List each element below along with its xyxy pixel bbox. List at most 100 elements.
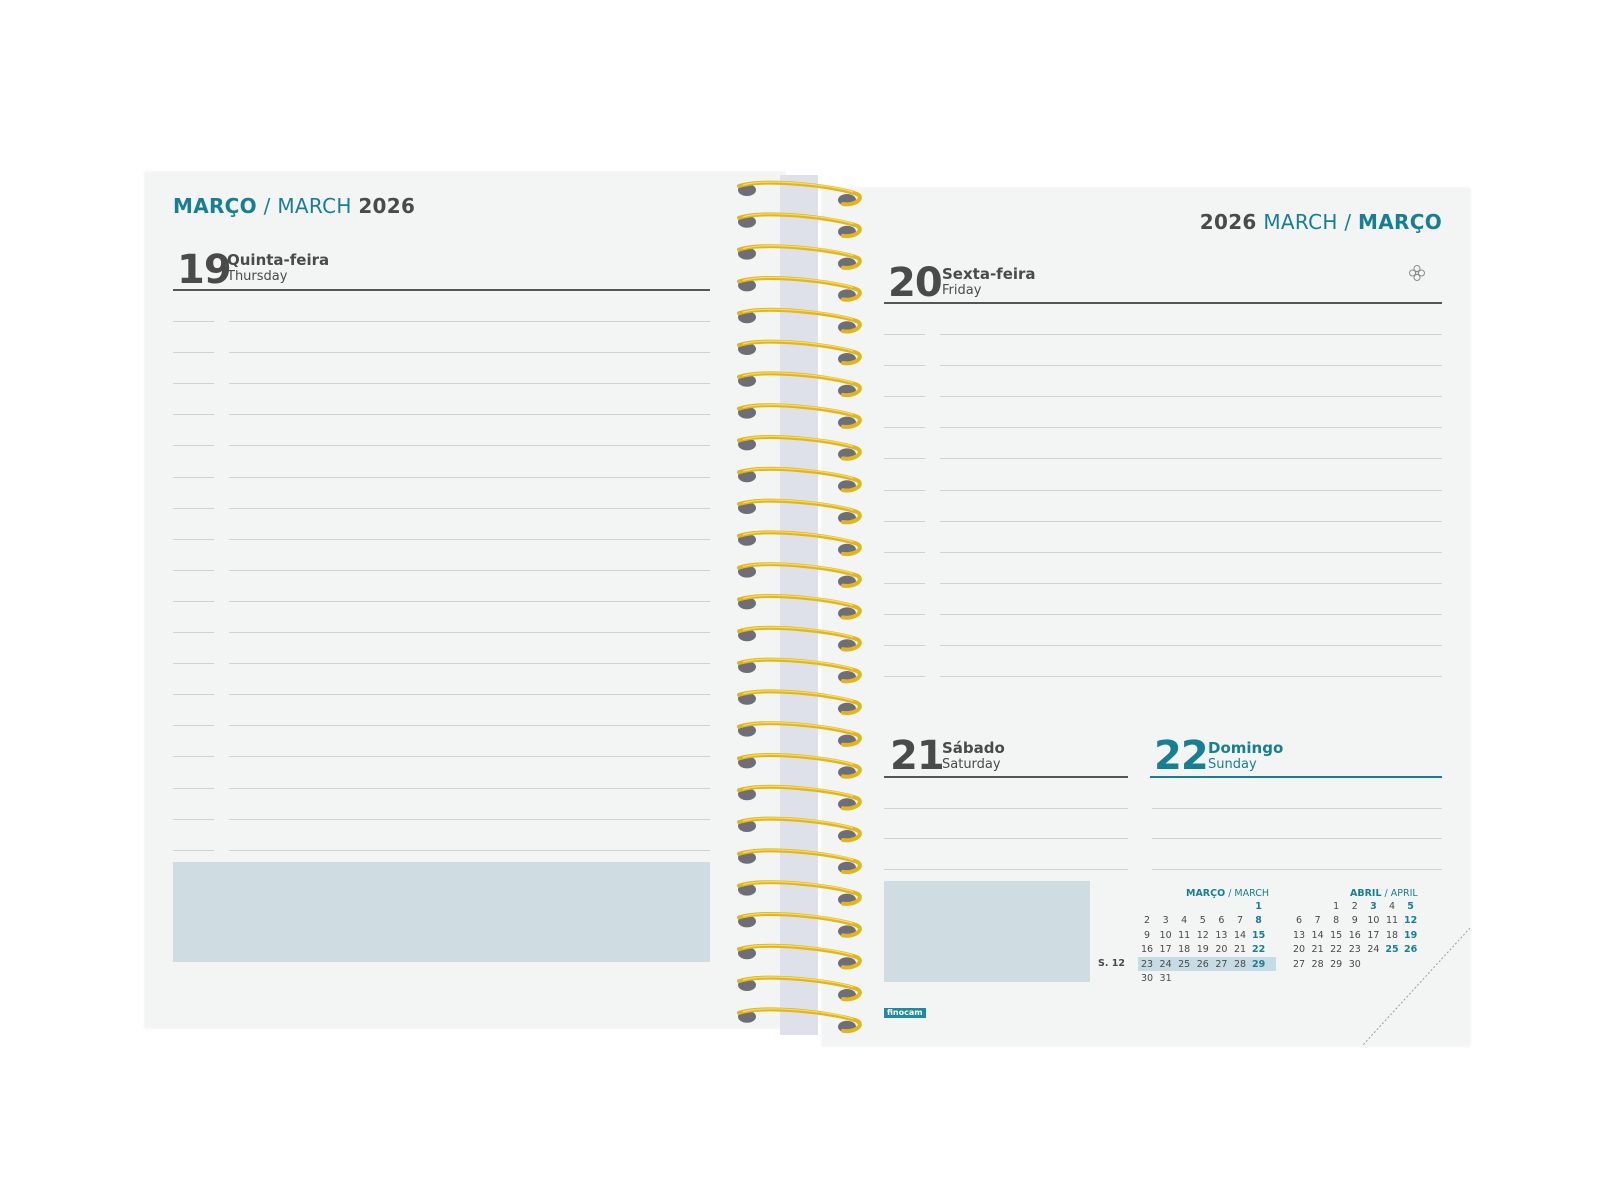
calendar-day: 29: [1330, 958, 1343, 970]
writing-line: [229, 818, 710, 820]
time-line: [173, 694, 214, 696]
flower-icon: [1409, 265, 1425, 281]
mini-calendar-title: ABRIL / APRIL: [1350, 888, 1418, 899]
writing-line: [229, 352, 710, 354]
calendar-day: 24: [1367, 944, 1380, 956]
calendar-day: 4: [1388, 901, 1396, 912]
month-pt: MARÇO: [1358, 210, 1442, 234]
day-rule: [173, 289, 710, 291]
calendar-day: 30: [1140, 973, 1154, 984]
writing-line: [940, 427, 1442, 429]
calendar-day: 7: [1236, 915, 1244, 927]
calendar-day: 6: [1218, 915, 1225, 927]
calendar-day: 20: [1215, 944, 1228, 956]
writing-line: [940, 645, 1442, 646]
time-line: [173, 569, 214, 571]
calendar-day: 11: [1385, 915, 1399, 927]
calendar-day: 13: [1292, 929, 1306, 941]
calendar-day: 22: [1330, 944, 1343, 956]
calendar-day: 29: [1251, 958, 1266, 970]
calendar-day: 3: [1370, 901, 1377, 912]
notes-box: [884, 881, 1090, 982]
time-line: [173, 756, 214, 758]
calendar-day: 9: [1351, 915, 1358, 927]
calendar-day: 12: [1403, 915, 1418, 927]
calendar-day: 3: [1162, 915, 1169, 927]
calendar-day: 23: [1140, 958, 1154, 970]
writing-line: [940, 551, 1442, 553]
writing-line: [940, 520, 1442, 522]
time-line: [173, 787, 214, 789]
writing-line: [884, 808, 1128, 809]
calendar-day: 10: [1367, 915, 1380, 927]
calendar-day: 16: [1140, 944, 1154, 956]
spiral-binding: [737, 175, 862, 1035]
calendar-day: 17: [1159, 944, 1172, 956]
notes-box: [173, 862, 710, 962]
calendar-day: 30: [1348, 958, 1361, 970]
day-22-rule: [1150, 776, 1442, 778]
left-page: MARÇO / MARCH 2026 19 Quinta-feira Thurs…: [145, 172, 785, 1028]
calendar-day: 28: [1233, 958, 1247, 970]
writing-line: [940, 613, 1442, 615]
writing-line: [229, 663, 710, 665]
writing-line: [229, 725, 710, 727]
day-name-pt: Domingo: [1208, 739, 1284, 757]
time-line: [884, 520, 925, 522]
current-week-highlight: [1138, 957, 1276, 971]
time-line: [884, 427, 925, 429]
time-line: [173, 352, 214, 354]
writing-line: [229, 445, 710, 447]
calendar-day: 6: [1295, 915, 1303, 927]
time-line: [884, 489, 925, 491]
time-line: [884, 365, 925, 367]
calendar-day: 4: [1181, 915, 1188, 927]
writing-line: [940, 582, 1442, 584]
calendar-day: 7: [1314, 915, 1321, 927]
day-number: 19: [177, 247, 232, 293]
writing-line: [1152, 869, 1442, 870]
time-line: [884, 396, 925, 398]
writing-line: [229, 756, 710, 758]
time-line: [884, 613, 925, 615]
writing-line: [940, 396, 1442, 398]
time-line: [884, 582, 925, 584]
calendar-day: 25: [1385, 944, 1399, 956]
calendar-day: 22: [1251, 944, 1266, 956]
calendar-day: 24: [1159, 958, 1172, 970]
day-name-en: Saturday: [942, 757, 1001, 772]
writing-line: [1152, 838, 1442, 839]
calendar-day: 26: [1196, 958, 1209, 970]
day-name-pt: Sábado: [942, 739, 1005, 757]
calendar-day: 21: [1311, 944, 1324, 956]
calendar-day: 12: [1196, 929, 1209, 941]
day-21-rule: [884, 776, 1128, 778]
year: 2026: [1199, 210, 1257, 234]
month-en: MARCH: [277, 194, 352, 218]
calendar-day: 17: [1367, 929, 1380, 941]
writing-line: [229, 632, 710, 633]
time-line: [173, 632, 214, 633]
time-line: [173, 383, 214, 385]
calendar-day: 27: [1292, 958, 1306, 970]
writing-line: [229, 321, 710, 322]
calendar-day: 11: [1178, 929, 1191, 941]
calendar-day: 21: [1233, 944, 1247, 956]
writing-line: [229, 538, 710, 540]
writing-line: [940, 458, 1442, 460]
calendar-day: 5: [1199, 915, 1206, 927]
calendar-day: 18: [1385, 929, 1399, 941]
mini-calendar-title: MARÇO / MARCH: [1186, 888, 1270, 899]
day-name-en: Thursday: [227, 269, 288, 284]
calendar-day: 10: [1159, 929, 1172, 941]
calendar-day: 9: [1143, 929, 1151, 941]
calendar-day: 31: [1159, 973, 1172, 984]
time-line: [884, 334, 925, 335]
writing-line: [940, 489, 1442, 491]
day-name-pt: Sexta-feira: [942, 265, 1036, 283]
time-line: [173, 818, 214, 820]
calendar-day: 1: [1333, 901, 1340, 912]
calendar-day: 14: [1233, 929, 1247, 941]
calendar-day: 5: [1407, 901, 1414, 912]
calendar-day: 19: [1196, 944, 1209, 956]
